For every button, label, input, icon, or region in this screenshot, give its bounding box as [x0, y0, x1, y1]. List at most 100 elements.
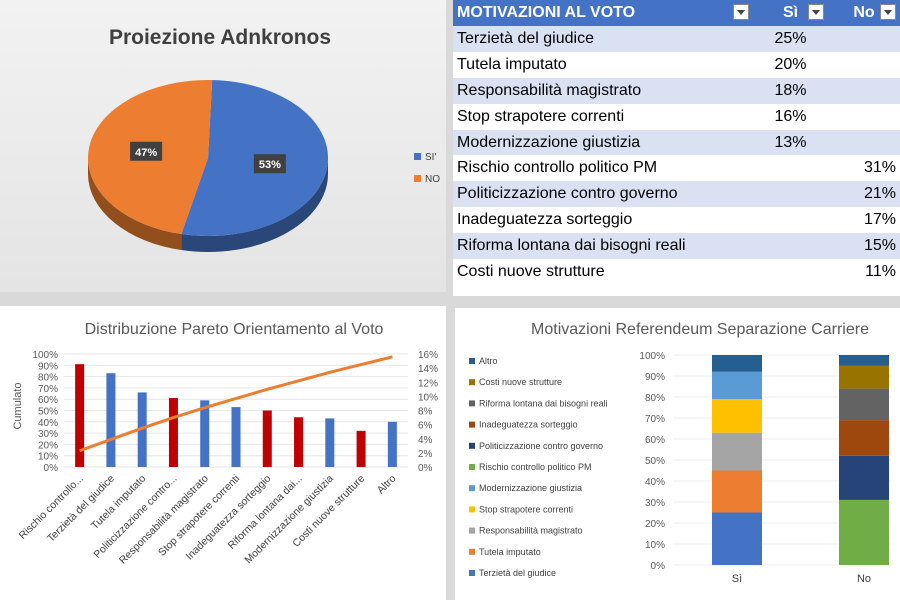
stacked-segment [839, 388, 889, 421]
table-cell-label: Responsabilità magistrato [453, 77, 753, 104]
pareto-left-tick: 60% [38, 395, 58, 406]
pie-legend-label: NO [425, 174, 440, 185]
pareto-left-tick: 40% [38, 418, 58, 429]
pareto-category-label: Altro [375, 473, 399, 497]
pareto-right-tick: 6% [418, 421, 433, 432]
stacked-y-tick: 80% [645, 393, 665, 404]
stacked-segment [712, 512, 762, 565]
motivations-table: MOTIVAZIONI AL VOTO Sì No Terzietà del g… [453, 0, 900, 285]
pareto-bar [75, 364, 85, 467]
table-cell-si: 16% [774, 107, 807, 125]
table-cell-si: 13% [753, 129, 828, 156]
stacked-segment [839, 455, 889, 500]
stacked-legend-label: Terzietà del giudice [479, 568, 556, 578]
stacked-legend-swatch [469, 570, 475, 576]
table-row: Politicizzazione contro governo 21% [453, 181, 900, 208]
pie-chart: Proiezione Adnkronos 53% 47% SI' NO [88, 26, 440, 252]
table-row: Riforma lontana dai bisogni reali 15% [453, 233, 900, 260]
pie-data-label-box [130, 141, 163, 161]
pareto-bar [325, 418, 335, 467]
stacked-y-tick: 100% [639, 351, 665, 362]
table-cell-label: Costi nuove strutture [457, 262, 605, 280]
stacked-legend-swatch [469, 358, 475, 364]
pie-legend-label: SI' [425, 152, 436, 163]
stacked-y-tick: 50% [645, 456, 665, 467]
pareto-title: Distribuzione Pareto Orientamento al Vot… [85, 321, 384, 338]
pareto-y-axis-label: Cumulato [12, 382, 24, 429]
pareto-bar [231, 407, 241, 467]
header-label: No [853, 4, 875, 21]
table-cell-si [753, 155, 828, 181]
stacked-legend-label: Rischio controllo politico PM [479, 462, 592, 472]
stacked-segment [712, 470, 762, 513]
stacked-y-tick: 0% [651, 561, 666, 572]
pareto-left-tick: 30% [38, 429, 58, 440]
table-cell-si [753, 207, 828, 233]
stacked-category-label: Sì [732, 573, 742, 585]
pareto-bar [106, 373, 116, 467]
stacked-segment [839, 420, 889, 456]
stacked-legend-label: Tutela imputato [479, 547, 541, 557]
stacked-segment [712, 355, 762, 372]
table-cell-label: Inadeguatezza sorteggio [457, 211, 633, 229]
stacked-y-tick: 60% [645, 435, 665, 446]
pareto-bar [262, 410, 272, 467]
stacked-legend-label: Stop strapotere correnti [479, 504, 573, 514]
pareto-right-tick: 16% [418, 350, 438, 361]
stacked-chart: Motivazioni Referendeum Separazione Carr… [469, 321, 891, 585]
pie-data-label-box [253, 154, 286, 174]
table-cell-no [828, 129, 900, 156]
table-cell-label: Tutela imputato [457, 55, 567, 73]
pareto-left-tick: 90% [38, 361, 58, 372]
table-row: Responsabilità magistrato 18% [453, 77, 900, 104]
table-cell-no: 31% [863, 159, 896, 177]
pareto-left-tick: 0% [44, 463, 59, 474]
stacked-segment [712, 399, 762, 433]
header-label: Sì [782, 4, 799, 21]
table-cell-no: 11% [865, 262, 896, 280]
pareto-right-tick: 10% [418, 392, 438, 403]
pie-slice-side [88, 158, 182, 251]
table-row: Rischio controllo politico PM 31% [453, 155, 900, 181]
stacked-legend-swatch [469, 548, 475, 555]
pie-title: Proiezione Adnkronos [109, 26, 331, 49]
pareto-right-tick: 0% [418, 463, 433, 474]
stacked-category-label: No [857, 573, 871, 585]
pareto-bar [200, 400, 210, 467]
stacked-chart-panel: Motivazioni Referendeum Separazione Carr… [455, 308, 900, 600]
table-header-row: MOTIVAZIONI AL VOTO Sì No [453, 0, 900, 26]
pareto-left-tick: 70% [38, 384, 58, 395]
stacked-legend-label: Modernizzazione giustizia [479, 483, 582, 493]
table-row: Inadeguatezza sorteggio 17% [453, 207, 900, 233]
filter-dropdown-icon[interactable] [808, 4, 824, 20]
table-cell-no [828, 52, 900, 78]
pie-chart-panel: Proiezione Adnkronos 53% 47% SI' NO [0, 0, 446, 292]
pareto-left-tick: 20% [38, 440, 58, 451]
table-cell-no [828, 77, 900, 104]
filter-dropdown-icon[interactable] [880, 4, 896, 20]
stacked-segment [839, 355, 889, 366]
stacked-legend-swatch [469, 442, 475, 449]
pareto-category-label: Tutela imputato [89, 473, 148, 532]
pareto-bar [168, 398, 178, 467]
pareto-right-tick: 2% [418, 449, 433, 460]
stacked-legend-label: Altro [479, 356, 498, 366]
table-cell-label: Rischio controllo politico PM [457, 159, 658, 177]
stacked-y-tick: 10% [645, 540, 665, 551]
table-cell-no: 21% [828, 181, 900, 208]
pie-legend-swatch [414, 175, 421, 182]
table-row: Terzietà del giudice 25% [453, 26, 900, 52]
stacked-segment [712, 371, 762, 400]
stacked-segment [712, 432, 762, 471]
pareto-right-tick: 4% [418, 435, 433, 446]
header-si[interactable]: Sì [753, 0, 828, 26]
table-cell-si [753, 181, 828, 208]
pareto-right-tick: 14% [418, 364, 438, 375]
filter-dropdown-icon[interactable] [733, 4, 749, 20]
stacked-y-tick: 30% [645, 498, 665, 509]
header-no[interactable]: No [828, 0, 900, 26]
pareto-chart: Distribuzione Pareto Orientamento al Vot… [12, 321, 438, 567]
stacked-legend-swatch [469, 379, 475, 386]
pareto-bar [294, 417, 304, 467]
header-motivazioni[interactable]: MOTIVAZIONI AL VOTO [453, 0, 753, 26]
